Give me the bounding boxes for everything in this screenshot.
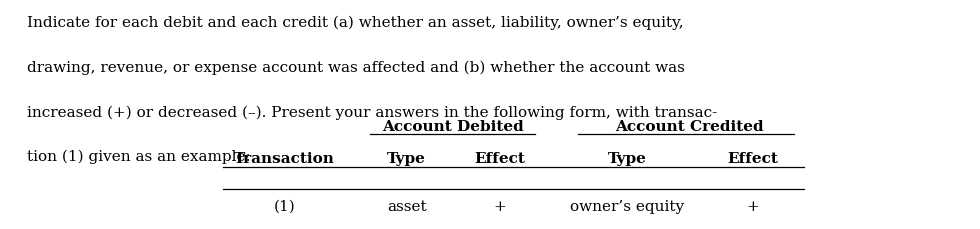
Text: Account Credited: Account Credited — [615, 120, 764, 134]
Text: (1): (1) — [273, 200, 295, 214]
Text: Transaction: Transaction — [234, 152, 334, 166]
Text: Account Debited: Account Debited — [382, 120, 523, 134]
Text: tion (1) given as an example:: tion (1) given as an example: — [27, 150, 251, 164]
Text: asset: asset — [387, 200, 426, 214]
Text: owner’s equity: owner’s equity — [570, 200, 684, 214]
Text: +: + — [746, 200, 760, 214]
Text: drawing, revenue, or expense account was affected and (b) whether the account wa: drawing, revenue, or expense account was… — [27, 61, 685, 75]
Text: Effect: Effect — [727, 152, 778, 166]
Text: increased (+) or decreased (–). Present your answers in the following form, with: increased (+) or decreased (–). Present … — [27, 105, 717, 120]
Text: +: + — [493, 200, 507, 214]
Text: Type: Type — [608, 152, 647, 166]
Text: Indicate for each debit and each credit (a) whether an asset, liability, owner’s: Indicate for each debit and each credit … — [27, 16, 684, 30]
Text: Type: Type — [387, 152, 426, 166]
Text: Effect: Effect — [474, 152, 525, 166]
